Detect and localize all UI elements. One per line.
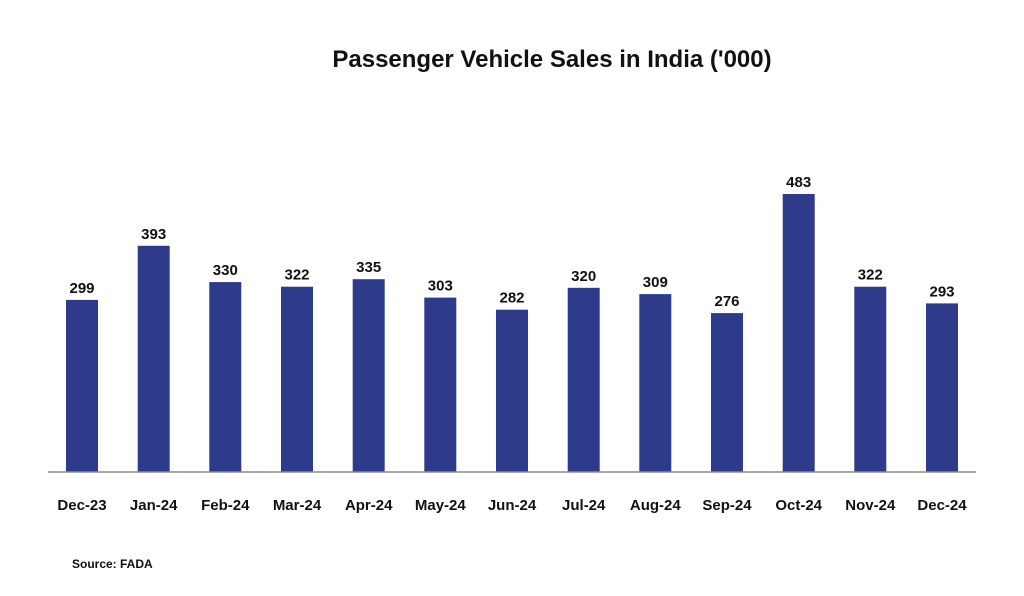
bar-jun-24 xyxy=(496,309,528,472)
bar-oct-24 xyxy=(782,194,815,472)
x-tick-jun-24: Jun-24 xyxy=(488,497,537,514)
bar-dec-24 xyxy=(926,303,958,472)
bar-aug-24 xyxy=(639,294,672,472)
bar-nov-24 xyxy=(854,286,887,472)
x-tick-aug-24: Aug-24 xyxy=(630,497,681,514)
data-label-sep-24: 276 xyxy=(714,293,739,310)
bar-mar-24 xyxy=(281,286,313,472)
data-label-jun-24: 282 xyxy=(499,290,524,307)
x-tick-sep-24: Sep-24 xyxy=(702,497,752,514)
x-tick-oct-24: Oct-24 xyxy=(775,497,822,514)
x-tick-dec-23: Dec-23 xyxy=(57,497,106,514)
bar-sep-24 xyxy=(711,313,743,472)
data-label-aug-24: 309 xyxy=(643,274,668,291)
x-tick-mar-24: Mar-24 xyxy=(273,497,322,514)
bar-apr-24 xyxy=(352,279,385,472)
x-tick-dec-24: Dec-24 xyxy=(917,497,967,514)
bar-jan-24 xyxy=(137,245,170,472)
bar-jul-24 xyxy=(567,287,600,472)
bar-feb-24 xyxy=(209,282,242,472)
data-label-jan-24: 393 xyxy=(141,226,166,243)
x-axis-tick-labels: Dec-23 Jan-24 Feb-24 Mar-24 Apr-24 May-24 Jun-… xyxy=(57,497,967,514)
data-label-may-24: 303 xyxy=(428,278,453,295)
data-label-feb-24: 330 xyxy=(213,262,238,279)
data-label-nov-24: 322 xyxy=(858,267,883,284)
x-tick-apr-24: Apr-24 xyxy=(345,497,393,514)
chart-title: Passenger Vehicle Sales in India ('000) xyxy=(332,46,772,73)
x-tick-may-24: May-24 xyxy=(415,497,467,514)
data-label-jul-24: 320 xyxy=(571,268,596,285)
data-label-dec-23: 299 xyxy=(69,280,94,297)
data-label-dec-24: 293 xyxy=(929,283,954,300)
x-tick-jan-24: Jan-24 xyxy=(130,497,178,514)
bars-group xyxy=(66,194,958,472)
data-label-oct-24: 483 xyxy=(786,174,811,191)
x-tick-feb-24: Feb-24 xyxy=(201,497,250,514)
data-labels-group: 299 393 330 322 335 303 282 320 309 276 483 322 293 xyxy=(69,174,954,310)
bar-dec-23 xyxy=(66,299,98,472)
x-tick-nov-24: Nov-24 xyxy=(845,497,896,514)
x-tick-jul-24: Jul-24 xyxy=(562,497,606,514)
data-label-mar-24: 322 xyxy=(284,267,309,284)
data-label-apr-24: 335 xyxy=(356,259,381,276)
source-note: Source: FADA xyxy=(72,557,153,571)
bar-may-24 xyxy=(424,297,457,472)
